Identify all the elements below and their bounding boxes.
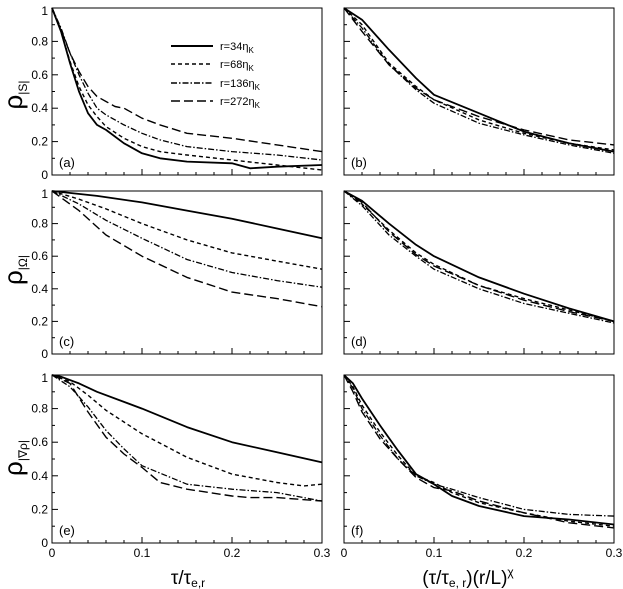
xlabel-right: (τ/τe, r)(r/L)χ [422, 565, 514, 589]
panel-e-ytick-label: 0 [41, 536, 48, 550]
panel-f-series-r-136-k [343, 374, 615, 517]
panel-c-series-r-272-k [51, 190, 323, 308]
panel-a: 0 0.2 0.4 0.6 0.8 1 (a) [31, 4, 323, 182]
panel-a-series-r-136-k [51, 7, 323, 161]
panel-a-ytick-label: 0.2 [31, 135, 48, 149]
panel-e-series-r-136-k [51, 374, 323, 502]
panel-f-series-r-272-k [343, 374, 615, 529]
panel-c-ytick-label: 0.2 [31, 314, 48, 328]
panel-c-series-r-68-k [51, 190, 323, 270]
panel-a-series-r-34-k [51, 7, 323, 170]
panel-c-series-r-136-k [51, 190, 323, 288]
panel-d-series-r-136-k [343, 190, 615, 324]
panel-f-xtick-label: 0.1 [426, 546, 443, 560]
panel-f: 0 0.1 0.2 0.3 (f) [341, 374, 623, 560]
panel-c-series-r-34-k [51, 190, 323, 240]
panel-b-series-r-136-k [343, 7, 615, 154]
panel-e: 0 0.2 0.4 0.6 0.8 1 0 0.1 0.2 0.3 (e) [31, 371, 330, 560]
panel-a-ytick-label: 0.8 [31, 34, 48, 48]
panel-f-xtick-label: 0.2 [516, 546, 533, 560]
panel-e-ytick-label: 0.8 [31, 402, 48, 416]
legend-label-3: r=136ηK [220, 78, 261, 92]
panel-b-series-r-68-k [343, 7, 615, 151]
panel-a-ytick-label: 0 [41, 168, 48, 182]
panel-b-series-r-34-k [343, 7, 615, 153]
panel-e-ytick-label: 0.4 [31, 469, 48, 483]
panel-c-ytick-label: 0.6 [31, 249, 48, 263]
panel-a-ytick-label: 1 [41, 4, 48, 18]
panel-d: (d) [343, 190, 615, 355]
panel-e-ytick-label: 0.2 [31, 502, 48, 516]
legend-label-2: r=68ηK [220, 59, 254, 73]
panel-a-label: (a) [59, 155, 75, 170]
xlabel-left: τ/τe,r [171, 568, 205, 589]
panel-d-series-r-68-k [343, 190, 615, 323]
panel-c-label: (c) [59, 334, 74, 349]
panel-a-series-r-68-k [51, 7, 323, 171]
panel-e-xtick-label: 0.3 [314, 546, 331, 560]
panel-c-ytick-label: 1 [41, 187, 48, 201]
panel-f-frame [343, 374, 615, 544]
panel-b-label: (b) [351, 155, 367, 170]
panel-e-ytick-label: 1 [41, 371, 48, 385]
panel-d-label: (d) [351, 334, 367, 349]
panel-f-xtick-label: 0 [341, 546, 348, 560]
panel-a-series-r-272-k [51, 7, 323, 153]
panel-e-label: (e) [59, 523, 75, 538]
panel-a-ytick-label: 0.4 [31, 101, 48, 115]
panel-e-series-r-272-k [51, 374, 323, 502]
panel-e-series-r-34-k [51, 374, 323, 464]
panel-b-series-r-272-k [343, 7, 615, 146]
panel-d-series-r-272-k [343, 190, 615, 323]
panel-d-series-r-34-k [343, 190, 615, 323]
panel-f-label: (f) [351, 523, 363, 538]
panel-e-xtick-label: 0 [49, 546, 56, 560]
ylabel-row-2: ρ|Ω| [0, 255, 30, 285]
panel-e-xtick-label: 0.1 [134, 546, 151, 560]
panel-c-ytick-label: 0.8 [31, 217, 48, 231]
panel-c-frame [51, 190, 323, 355]
panel-c-ytick-label: 0 [41, 347, 48, 361]
panel-e-xtick-label: 0.2 [224, 546, 241, 560]
ylabel-row-3: ρ|∇ρ| [0, 440, 30, 476]
panel-e-ytick-label: 0.6 [31, 435, 48, 449]
ylabel-row-1: ρ|S| [0, 80, 30, 109]
legend: r=34ηK r=68ηK r=136ηK r=272ηK [171, 41, 261, 110]
panel-f-xtick-label: 0.3 [606, 546, 623, 560]
panel-c-ytick-label: 0.4 [31, 282, 48, 296]
panel-c: 0 0.2 0.4 0.6 0.8 1 (c) [31, 187, 323, 361]
panel-e-frame [51, 374, 323, 544]
panels: 0 0.2 0.4 0.6 0.8 1 (a) (b) 0 0.2 0.4 0.6 0.8 1 (c) (d)… [31, 4, 622, 560]
panel-b-frame [343, 7, 615, 176]
panel-f-series-r-68-k [343, 374, 615, 527]
legend-label-4: r=272ηK [220, 96, 261, 110]
panel-e-series-r-68-k [51, 374, 323, 487]
panel-a-ytick-label: 0.6 [31, 68, 48, 82]
panel-d-frame [343, 190, 615, 355]
legend-label-1: r=34ηK [220, 41, 254, 55]
panel-b: (b) [343, 7, 615, 176]
